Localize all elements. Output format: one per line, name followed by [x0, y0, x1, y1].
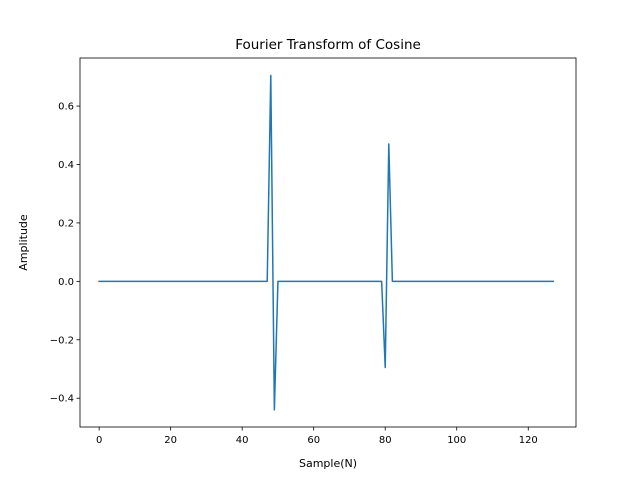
y-axis-label: Amplitude — [17, 214, 30, 271]
x-tick-label: 20 — [164, 435, 177, 446]
x-tick-label: 60 — [307, 435, 320, 446]
x-tick-label: 120 — [519, 435, 538, 446]
x-axis-label: Sample(N) — [299, 457, 357, 470]
plot-layer — [98, 74, 555, 411]
series-line-0 — [98, 74, 555, 411]
x-tick-label: 80 — [379, 435, 392, 446]
y-tick-label: −0.2 — [50, 335, 74, 346]
x-tick-label: 0 — [96, 435, 102, 446]
y-tick-label: 0.0 — [58, 277, 74, 288]
y-tick-label: 0.2 — [58, 218, 74, 229]
x-tick-label: 40 — [236, 435, 249, 446]
y-tick-label: 0.4 — [58, 160, 74, 171]
chart-title: Fourier Transform of Cosine — [235, 37, 421, 53]
x-axis-ticks: 0 20 40 60 80 100 120 — [96, 427, 538, 446]
x-tick-label: 100 — [447, 435, 466, 446]
axes-frame — [79, 57, 577, 428]
y-axis-ticks: −0.4 −0.2 0.0 0.2 0.4 0.6 — [50, 102, 80, 405]
y-tick-label: −0.4 — [50, 394, 74, 405]
y-tick-label: 0.6 — [58, 102, 74, 113]
